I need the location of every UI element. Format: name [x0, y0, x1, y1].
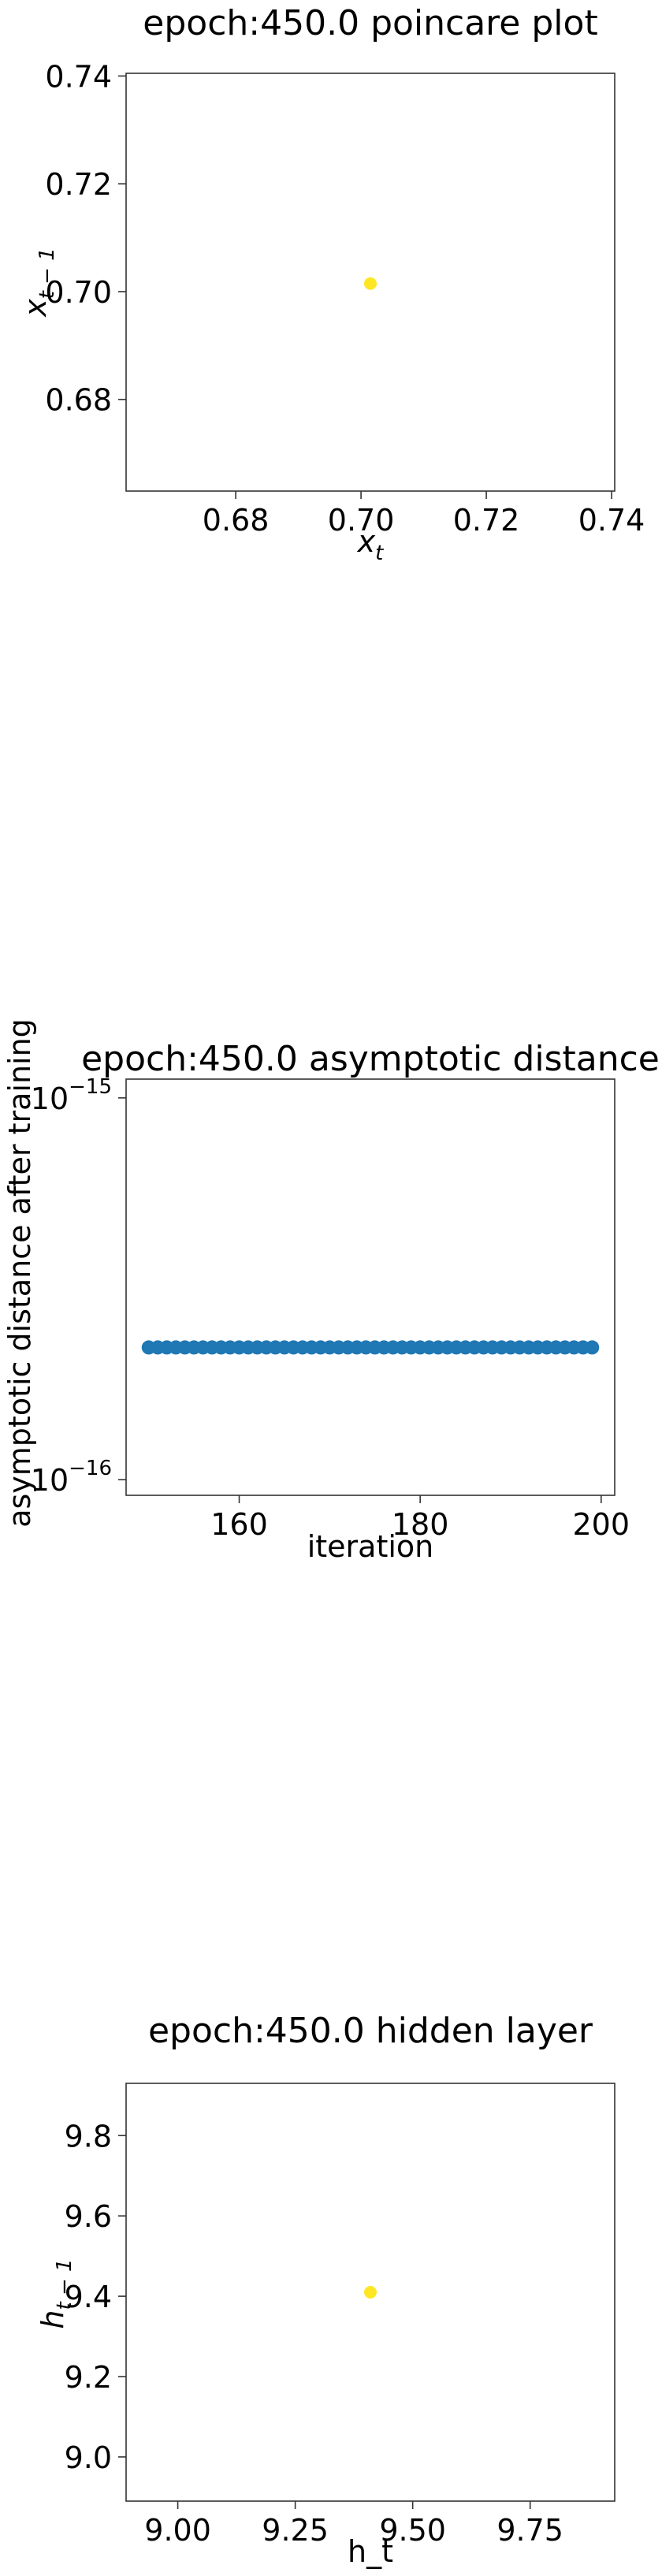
x-tick-label: 0.70: [328, 503, 395, 538]
asymptotic-plot-frame: [125, 1078, 616, 1496]
x-tick-label: 9.00: [144, 2513, 211, 2548]
y-tick-label: 9.4: [65, 2280, 112, 2314]
x-tick-label: 180: [392, 1507, 449, 1542]
y-tick-label: 10−16: [31, 1457, 112, 1498]
hidden-layer-chart: epoch:450.0 hidden layer 9.00 9.25 9.50 9.7…: [35, 2011, 616, 2569]
poincare-y-axis-label: xt − 1: [18, 248, 59, 318]
poincare-x-ticks: 0.68 0.70 0.72 0.74: [203, 491, 645, 538]
x-tick-label: 9.25: [262, 2513, 329, 2548]
hidden-layer-x-ticks: 9.00 9.25 9.50 9.75: [144, 2501, 563, 2548]
hidden-layer-plot-frame: [125, 2083, 616, 2502]
poincare-points: [364, 277, 377, 290]
y-tick-label: 0.68: [45, 383, 112, 418]
asymptotic-x-ticks: 160 180 200: [210, 1495, 630, 1542]
x-tick-label: 0.74: [578, 503, 645, 538]
asymptotic-distance-chart: epoch:450.0 asymptotic distance 160 180 20…: [2, 1018, 660, 1564]
y-tick-label: 0.74: [45, 59, 112, 94]
poincare-title: epoch:450.0 poincare plot: [143, 3, 597, 43]
hidden-layer-x-axis-label: h_t: [348, 2534, 393, 2569]
hidden-layer-y-ticks: 9.0 9.2 9.4 9.6 9.8: [65, 2119, 126, 2475]
asymptotic-points: [141, 1340, 600, 1355]
x-tick-label: 0.72: [453, 503, 520, 538]
asymptotic-x-axis-label: iteration: [307, 1529, 434, 1564]
hidden-layer-points: [364, 2286, 377, 2299]
hidden-layer-y-axis-label: ht − 1: [35, 2258, 76, 2328]
x-tick-label: 0.68: [203, 503, 270, 538]
data-point: [364, 277, 377, 290]
asymptotic-y-axis-label: asymptotic distance after training: [2, 1018, 37, 1528]
y-tick-label: 0.72: [45, 167, 112, 202]
asymptotic-y-ticks: 10−16 10−15: [31, 1075, 126, 1498]
hidden-layer-title: epoch:450.0 hidden layer: [148, 2011, 593, 2051]
x-tick-label: 200: [573, 1507, 630, 1542]
poincare-x-axis-label: xt: [357, 524, 385, 565]
poincare-y-ticks: 0.68 0.70 0.72 0.74: [45, 59, 126, 418]
y-tick-label: 9.6: [65, 2199, 112, 2234]
data-point: [364, 2286, 377, 2299]
poincare-chart: epoch:450.0 poincare plot 0.68 0.70 0.72 0.…: [18, 3, 645, 565]
y-tick-label: 9.2: [65, 2360, 112, 2395]
x-tick-label: 160: [210, 1507, 268, 1542]
y-tick-label: 0.70: [45, 275, 112, 310]
data-point: [585, 1340, 600, 1355]
y-tick-label: 10−15: [31, 1075, 112, 1116]
y-tick-label: 9.8: [65, 2119, 112, 2153]
x-tick-label: 9.50: [379, 2513, 446, 2548]
poincare-plot-frame: [125, 73, 616, 492]
asymptotic-title: epoch:450.0 asymptotic distance: [81, 1039, 660, 1079]
y-tick-label: 9.0: [65, 2440, 112, 2475]
x-tick-label: 9.75: [496, 2513, 563, 2548]
